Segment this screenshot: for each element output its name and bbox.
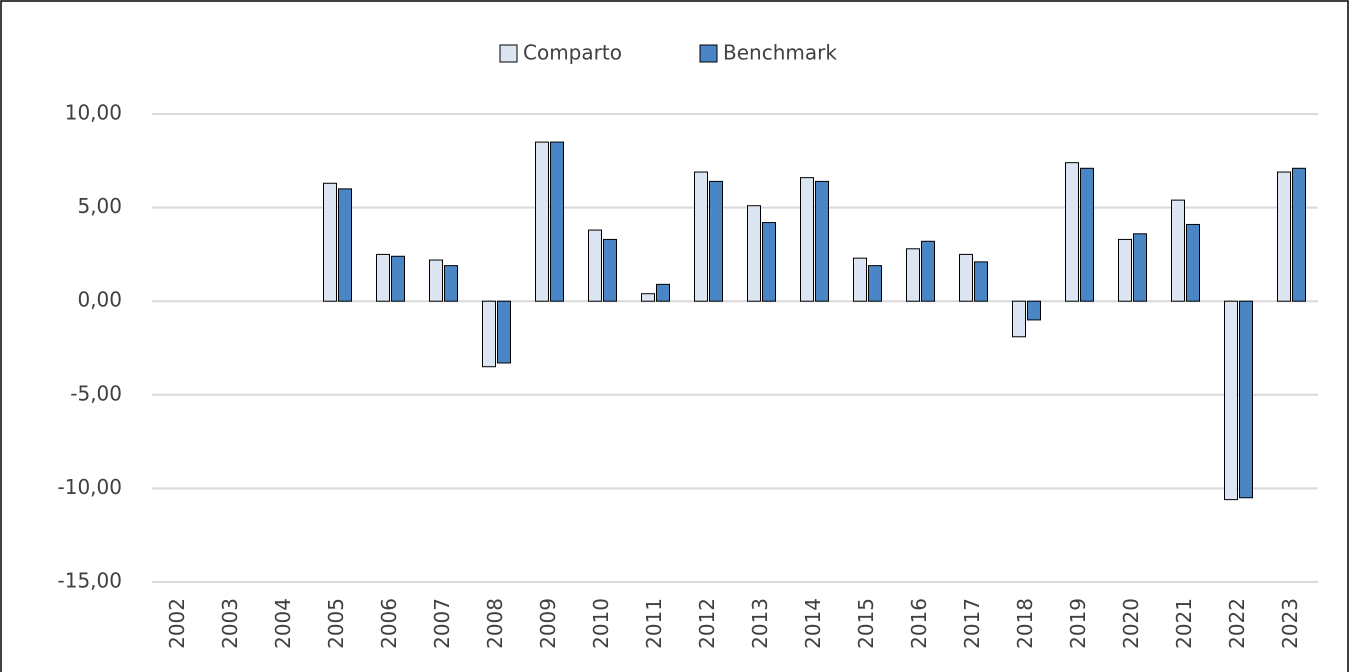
y-tick-label: 5,00 bbox=[77, 194, 122, 218]
x-tick-label: 2011 bbox=[642, 598, 666, 649]
x-tick-label: 2008 bbox=[483, 598, 507, 649]
x-tick-label: 2018 bbox=[1013, 598, 1037, 649]
bar bbox=[1118, 238, 1132, 302]
bar bbox=[1239, 300, 1253, 499]
bar bbox=[694, 171, 708, 302]
bar bbox=[444, 265, 458, 302]
y-tick-label: 0,00 bbox=[77, 288, 122, 312]
bar bbox=[641, 293, 655, 302]
bar bbox=[323, 182, 337, 302]
legend-swatch bbox=[699, 44, 718, 63]
x-tick-label: 2016 bbox=[907, 598, 931, 649]
bar bbox=[550, 141, 564, 302]
bar bbox=[747, 205, 761, 302]
bar bbox=[1171, 199, 1185, 302]
y-tick-label: 10,00 bbox=[65, 101, 122, 125]
bar bbox=[959, 253, 973, 302]
bar bbox=[391, 255, 405, 302]
x-tick-label: 2013 bbox=[748, 598, 772, 649]
bar bbox=[1027, 300, 1041, 321]
bar bbox=[1065, 162, 1079, 302]
bar bbox=[974, 261, 988, 302]
bar bbox=[656, 283, 670, 302]
bar bbox=[1224, 300, 1238, 501]
bar bbox=[482, 300, 496, 368]
bar bbox=[588, 229, 602, 302]
x-tick-label: 2023 bbox=[1278, 598, 1302, 649]
y-tick-label: -10,00 bbox=[58, 475, 122, 499]
bar bbox=[1012, 300, 1026, 338]
bar bbox=[1186, 223, 1200, 302]
x-tick-label: 2015 bbox=[854, 598, 878, 649]
legend-label: Comparto bbox=[523, 41, 622, 65]
x-tick-label: 2006 bbox=[377, 598, 401, 649]
legend-swatch bbox=[499, 44, 518, 63]
bar bbox=[868, 265, 882, 302]
x-tick-label: 2012 bbox=[695, 598, 719, 649]
x-tick-label: 2007 bbox=[430, 598, 454, 649]
bar bbox=[762, 222, 776, 302]
bar bbox=[906, 248, 920, 302]
x-tick-label: 2022 bbox=[1225, 598, 1249, 649]
bar bbox=[1133, 233, 1147, 302]
x-tick-label: 2020 bbox=[1119, 598, 1143, 649]
bar bbox=[921, 240, 935, 302]
bar bbox=[1080, 167, 1094, 302]
x-tick-label: 2021 bbox=[1172, 598, 1196, 649]
x-tick-label: 2009 bbox=[536, 598, 560, 649]
bar bbox=[800, 177, 814, 302]
x-tick-label: 2004 bbox=[271, 598, 295, 649]
bar bbox=[429, 259, 443, 302]
bar bbox=[338, 188, 352, 302]
x-tick-label: 2019 bbox=[1066, 598, 1090, 649]
bar bbox=[535, 141, 549, 302]
x-tick-label: 2014 bbox=[801, 598, 825, 649]
bar bbox=[603, 238, 617, 302]
x-tick-label: 2002 bbox=[165, 598, 189, 649]
x-tick-label: 2010 bbox=[589, 598, 613, 649]
legend-label: Benchmark bbox=[723, 41, 837, 65]
bar bbox=[376, 253, 390, 302]
x-tick-label: 2003 bbox=[218, 598, 242, 649]
bar bbox=[709, 180, 723, 302]
bar bbox=[1277, 171, 1291, 302]
y-tick-label: -5,00 bbox=[70, 381, 122, 405]
bar bbox=[1292, 167, 1306, 302]
x-tick-label: 2017 bbox=[960, 598, 984, 649]
bar bbox=[497, 300, 511, 364]
bar bbox=[815, 180, 829, 302]
x-tick-label: 2005 bbox=[324, 598, 348, 649]
y-tick-label: -15,00 bbox=[58, 569, 122, 593]
bar bbox=[853, 257, 867, 302]
